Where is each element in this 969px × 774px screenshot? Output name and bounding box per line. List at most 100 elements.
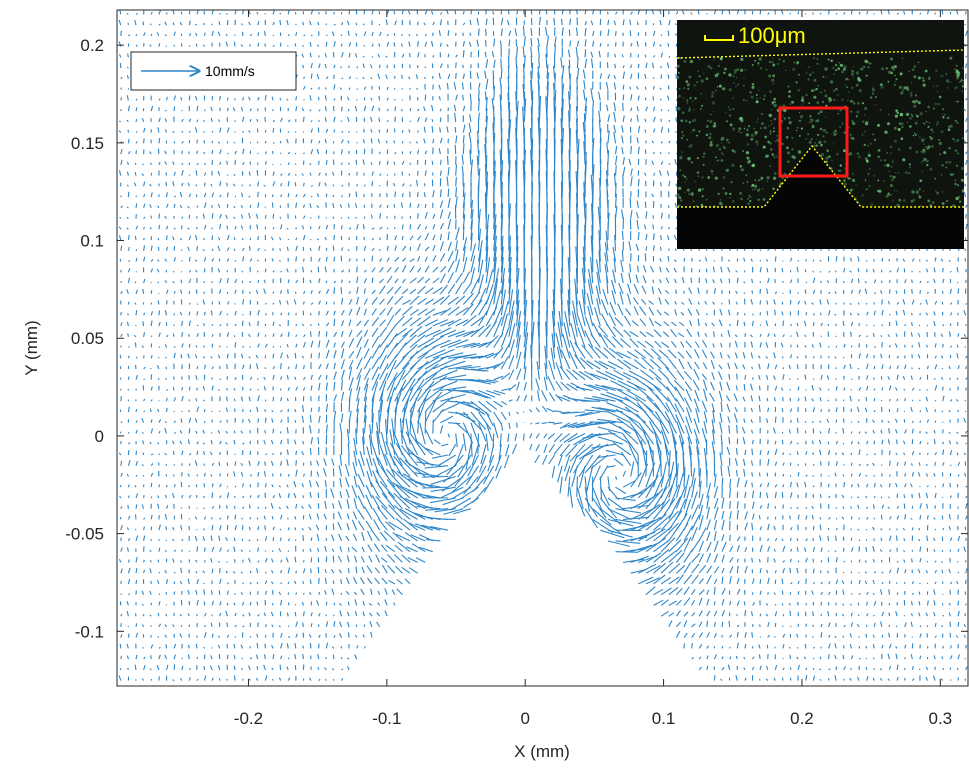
velocity-vector: [302, 204, 306, 208]
velocity-vector: [202, 429, 206, 434]
velocity-vector: [141, 173, 145, 176]
velocity-vector: [294, 556, 297, 563]
velocity-vector: [630, 507, 655, 520]
velocity-vector: [240, 204, 244, 209]
velocity-vector: [158, 310, 161, 316]
velocity-vector: [143, 366, 146, 370]
velocity-vector: [477, 422, 487, 442]
velocity-vector: [780, 342, 784, 348]
velocity-vector: [493, 160, 496, 187]
velocity-vector: [126, 66, 129, 69]
velocity-vector: [353, 555, 358, 563]
velocity-vector: [225, 536, 228, 542]
velocity-vector: [150, 320, 153, 327]
velocity-vector: [765, 613, 769, 617]
velocity-vector: [150, 367, 152, 370]
velocity-vector: [187, 227, 190, 230]
velocity-vector: [660, 537, 676, 553]
velocity-vector: [417, 256, 421, 262]
velocity-vector: [196, 105, 199, 112]
velocity-vector: [691, 526, 698, 542]
velocity-vector: [264, 31, 266, 36]
velocity-vector: [157, 300, 160, 305]
velocity-vector: [394, 151, 397, 155]
velocity-vector: [660, 126, 664, 133]
velocity-vector: [264, 409, 266, 413]
velocity-vector: [379, 444, 388, 466]
velocity-vector: [158, 213, 161, 219]
velocity-vector: [607, 540, 630, 547]
velocity-vector: [634, 349, 647, 359]
velocity-vector: [287, 312, 290, 316]
velocity-vector: [164, 215, 167, 219]
velocity-vector: [758, 363, 761, 370]
velocity-vector: [782, 452, 784, 456]
velocity-vector: [378, 95, 381, 101]
velocity-vector: [719, 278, 723, 284]
velocity-vector: [688, 287, 693, 295]
velocity-vector: [120, 280, 123, 284]
velocity-vector: [180, 96, 183, 101]
velocity-vector: [433, 439, 441, 445]
velocity-vector: [712, 279, 715, 284]
velocity-vector: [493, 278, 499, 305]
velocity-vector: [180, 418, 183, 423]
velocity-vector: [660, 599, 669, 606]
velocity-vector: [356, 171, 358, 176]
velocity-vector: [563, 422, 578, 428]
velocity-vector: [149, 441, 152, 445]
velocity-vector: [309, 415, 312, 423]
velocity-vector: [575, 46, 578, 58]
velocity-vector: [172, 161, 175, 166]
velocity-vector: [295, 279, 299, 284]
velocity-vector: [120, 245, 123, 251]
velocity-vector: [789, 492, 793, 499]
velocity-vector: [172, 526, 175, 531]
velocity-vector: [255, 654, 259, 660]
velocity-vector: [287, 172, 291, 176]
velocity-vector: [713, 288, 716, 294]
velocity-vector: [674, 300, 677, 305]
velocity-vector: [196, 578, 200, 585]
velocity-vector: [375, 469, 388, 488]
velocity-vector: [620, 272, 624, 284]
velocity-vector: [286, 643, 289, 649]
velocity-vector: [424, 159, 427, 165]
velocity-vector: [742, 458, 746, 466]
velocity-vector: [599, 518, 622, 535]
velocity-vector: [369, 621, 373, 628]
velocity-vector: [713, 621, 716, 628]
velocity-vector: [272, 345, 275, 348]
velocity-vector: [120, 655, 123, 660]
velocity-vector: [217, 141, 221, 144]
velocity-vector: [678, 358, 685, 370]
velocity-vector: [395, 483, 418, 499]
velocity-vector: [249, 495, 252, 499]
velocity-vector: [188, 256, 191, 262]
velocity-vector: [590, 174, 594, 198]
velocity-vector: [371, 316, 380, 327]
velocity-vector: [767, 407, 770, 413]
velocity-vector: [560, 138, 563, 165]
velocity-vector: [409, 308, 420, 316]
velocity-vector: [310, 601, 313, 606]
velocity-vector: [171, 558, 175, 563]
velocity-vector: [615, 11, 618, 15]
velocity-vector: [242, 419, 244, 423]
velocity-vector: [257, 20, 260, 26]
velocity-vector: [773, 548, 776, 552]
velocity-vector: [477, 112, 480, 122]
velocity-vector: [463, 400, 486, 415]
velocity-vector: [564, 465, 571, 482]
velocity-vector: [384, 419, 388, 445]
velocity-vector: [309, 548, 312, 552]
velocity-vector: [356, 320, 362, 327]
velocity-vector: [500, 356, 509, 370]
velocity-vector: [302, 611, 305, 617]
velocity-vector: [118, 235, 122, 241]
velocity-vector: [248, 460, 251, 466]
velocity-vector: [339, 87, 342, 90]
velocity-vector: [164, 452, 167, 456]
velocity-vector: [508, 257, 512, 284]
